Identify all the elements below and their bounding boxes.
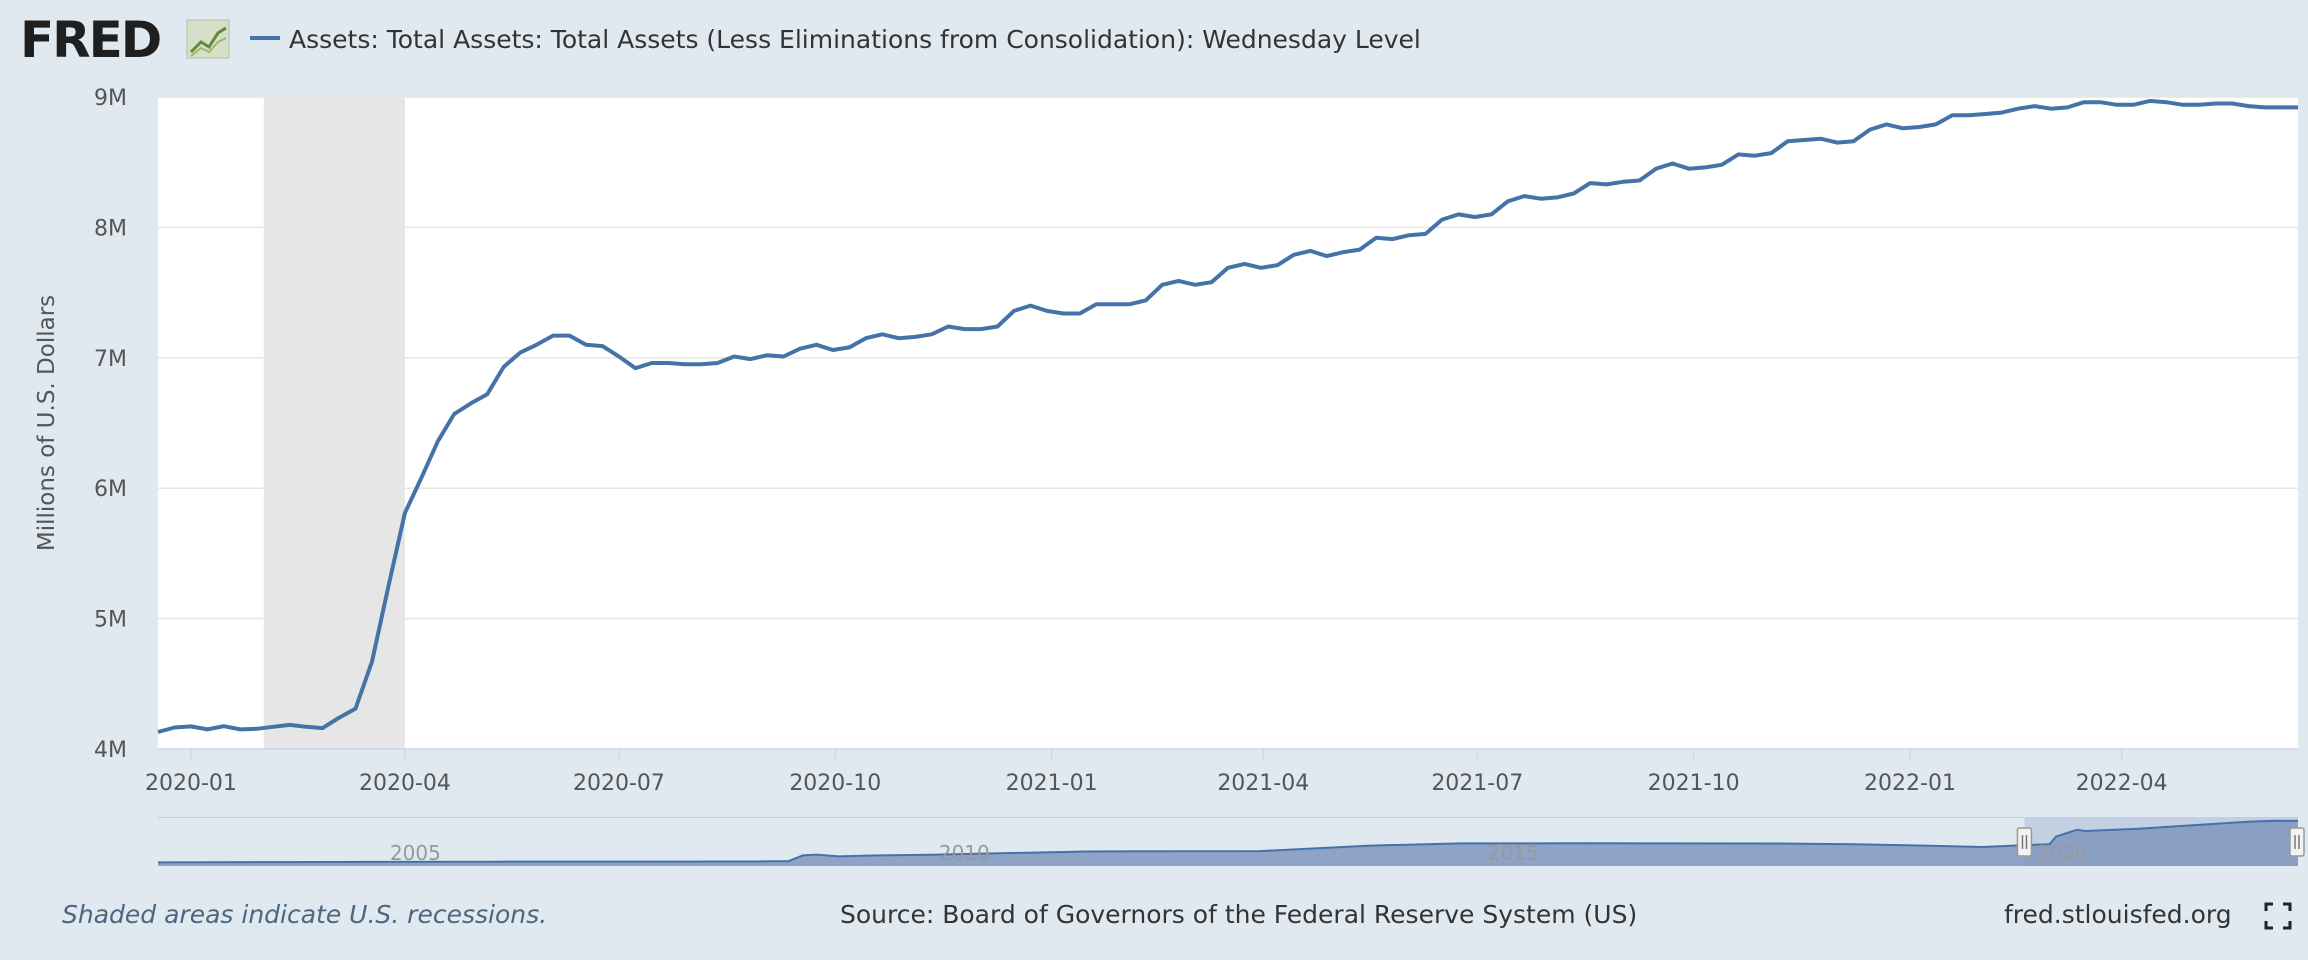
y-tick-label: 6M	[94, 477, 127, 502]
x-tick-label: 2022-01	[1864, 771, 1956, 796]
navigator-line	[157, 819, 2299, 864]
x-tick-label: 2020-01	[145, 771, 237, 796]
legend-label: Assets: Total Assets: Total Assets (Less…	[289, 25, 1421, 54]
x-tick-label: 2020-10	[789, 771, 881, 796]
recession-band	[263, 97, 405, 749]
navigator-tick-label: 2015	[1488, 841, 1539, 865]
x-tick-label: 2021-07	[1431, 771, 1523, 796]
y-tick-label: 4M	[94, 738, 127, 763]
navigator-handle[interactable]	[2289, 827, 2305, 857]
plot-area	[158, 97, 2298, 749]
fullscreen-icon	[2264, 902, 2292, 930]
recession-note: Shaded areas indicate U.S. recessions.	[62, 900, 548, 929]
fred-logo[interactable]: FRED	[20, 11, 230, 69]
x-tick-label: 2022-04	[2076, 771, 2168, 796]
y-tick-label: 8M	[94, 216, 127, 241]
fred-logo-graph-icon	[186, 19, 230, 59]
navigator-tick-label: 2010	[939, 841, 990, 865]
x-tick-label: 2020-07	[573, 771, 665, 796]
fred-site-link[interactable]: fred.stlouisfed.org	[2004, 900, 2232, 929]
y-tick-label: 7M	[94, 347, 127, 372]
fred-logo-text: FRED	[20, 11, 160, 69]
navigator-handle[interactable]	[2016, 827, 2033, 857]
x-tick-label: 2021-04	[1217, 771, 1309, 796]
navigator-area	[158, 820, 2298, 866]
fullscreen-button[interactable]	[2264, 902, 2292, 930]
navigator-tick-label: 2005	[390, 841, 441, 865]
source-text: Source: Board of Governors of the Federa…	[840, 900, 1638, 929]
x-tick-label: 2020-04	[359, 771, 451, 796]
navigator-tick-label: 2020	[2037, 841, 2088, 865]
x-tick-label: 2021-01	[1006, 771, 1098, 796]
series-line	[157, 98, 2298, 734]
y-axis-label: Millions of U.S. Dollars	[34, 295, 60, 551]
legend[interactable]: Assets: Total Assets: Total Assets (Less…	[250, 25, 1421, 54]
y-tick-label: 9M	[94, 86, 127, 111]
y-tick-label: 5M	[94, 608, 127, 633]
x-tick-label: 2021-10	[1648, 771, 1740, 796]
